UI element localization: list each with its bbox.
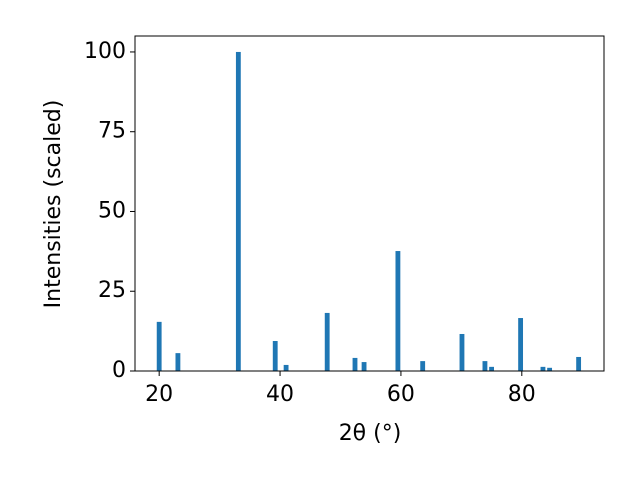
bar (576, 356, 582, 371)
bar (352, 357, 358, 371)
x-tick-label: 80 (508, 382, 536, 407)
bar (283, 364, 289, 371)
y-axis-label: Intensities (scaled) (41, 100, 66, 309)
y-tick-label: 75 (98, 119, 126, 144)
bar (324, 312, 330, 371)
y-tick-label: 100 (84, 39, 126, 64)
bar (482, 361, 488, 371)
bar (395, 251, 401, 371)
x-tick-label: 20 (145, 382, 173, 407)
bar (272, 341, 278, 371)
y-tick-label: 25 (98, 278, 126, 303)
plot-frame (134, 35, 605, 372)
bar (459, 333, 465, 371)
bar (518, 318, 524, 371)
y-tick-label: 50 (98, 198, 126, 223)
bar (547, 367, 553, 371)
bar (540, 366, 546, 371)
bar (235, 51, 241, 371)
bar (156, 321, 162, 371)
x-tick-label: 60 (387, 382, 415, 407)
bar (361, 362, 367, 371)
bar (420, 361, 426, 371)
bar (489, 366, 495, 371)
y-tick-label: 0 (112, 358, 126, 383)
bar (175, 353, 181, 371)
x-tick-label: 40 (266, 382, 294, 407)
x-axis-label: 2θ (°) (339, 421, 402, 446)
